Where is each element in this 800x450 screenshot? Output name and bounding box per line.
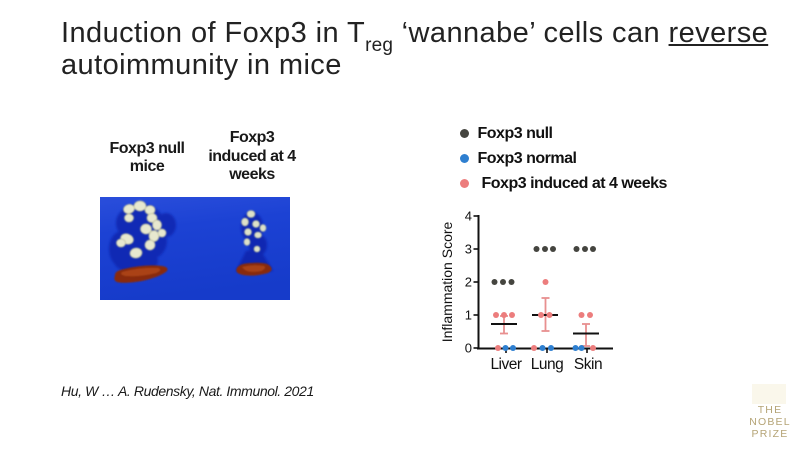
svg-text:1: 1 xyxy=(465,308,472,323)
svg-text:Skin: Skin xyxy=(574,356,602,373)
svg-text:2: 2 xyxy=(465,275,472,290)
svg-text:0: 0 xyxy=(465,341,472,356)
svg-text:Liver: Liver xyxy=(490,356,521,373)
svg-text:Inflammation Score: Inflammation Score xyxy=(439,221,455,342)
svg-text:Lung: Lung xyxy=(531,356,563,373)
svg-text:3: 3 xyxy=(465,242,472,257)
svg-text:4: 4 xyxy=(465,209,472,224)
